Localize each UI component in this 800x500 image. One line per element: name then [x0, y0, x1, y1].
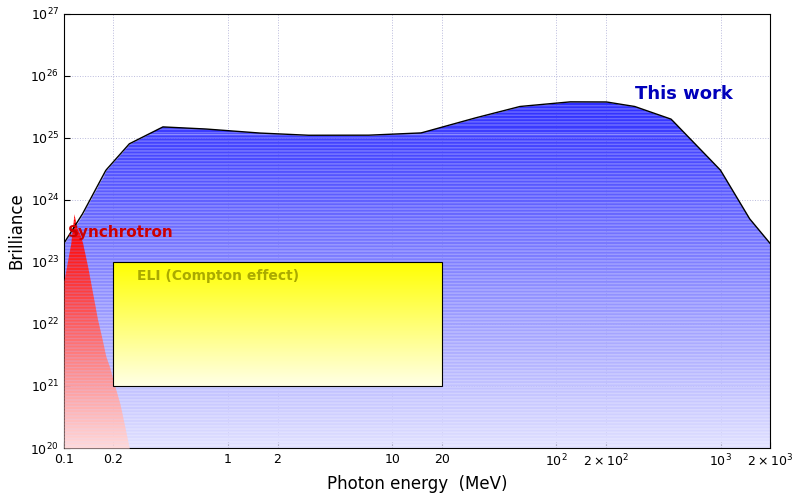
Y-axis label: Brilliance: Brilliance [7, 192, 25, 270]
Text: This work: This work [634, 86, 733, 103]
Bar [114, 262, 442, 386]
Text: Synchrotron: Synchrotron [67, 225, 173, 240]
Text: ELI (Compton effect): ELI (Compton effect) [138, 268, 299, 282]
X-axis label: Photon energy  (MeV): Photon energy (MeV) [326, 475, 507, 493]
